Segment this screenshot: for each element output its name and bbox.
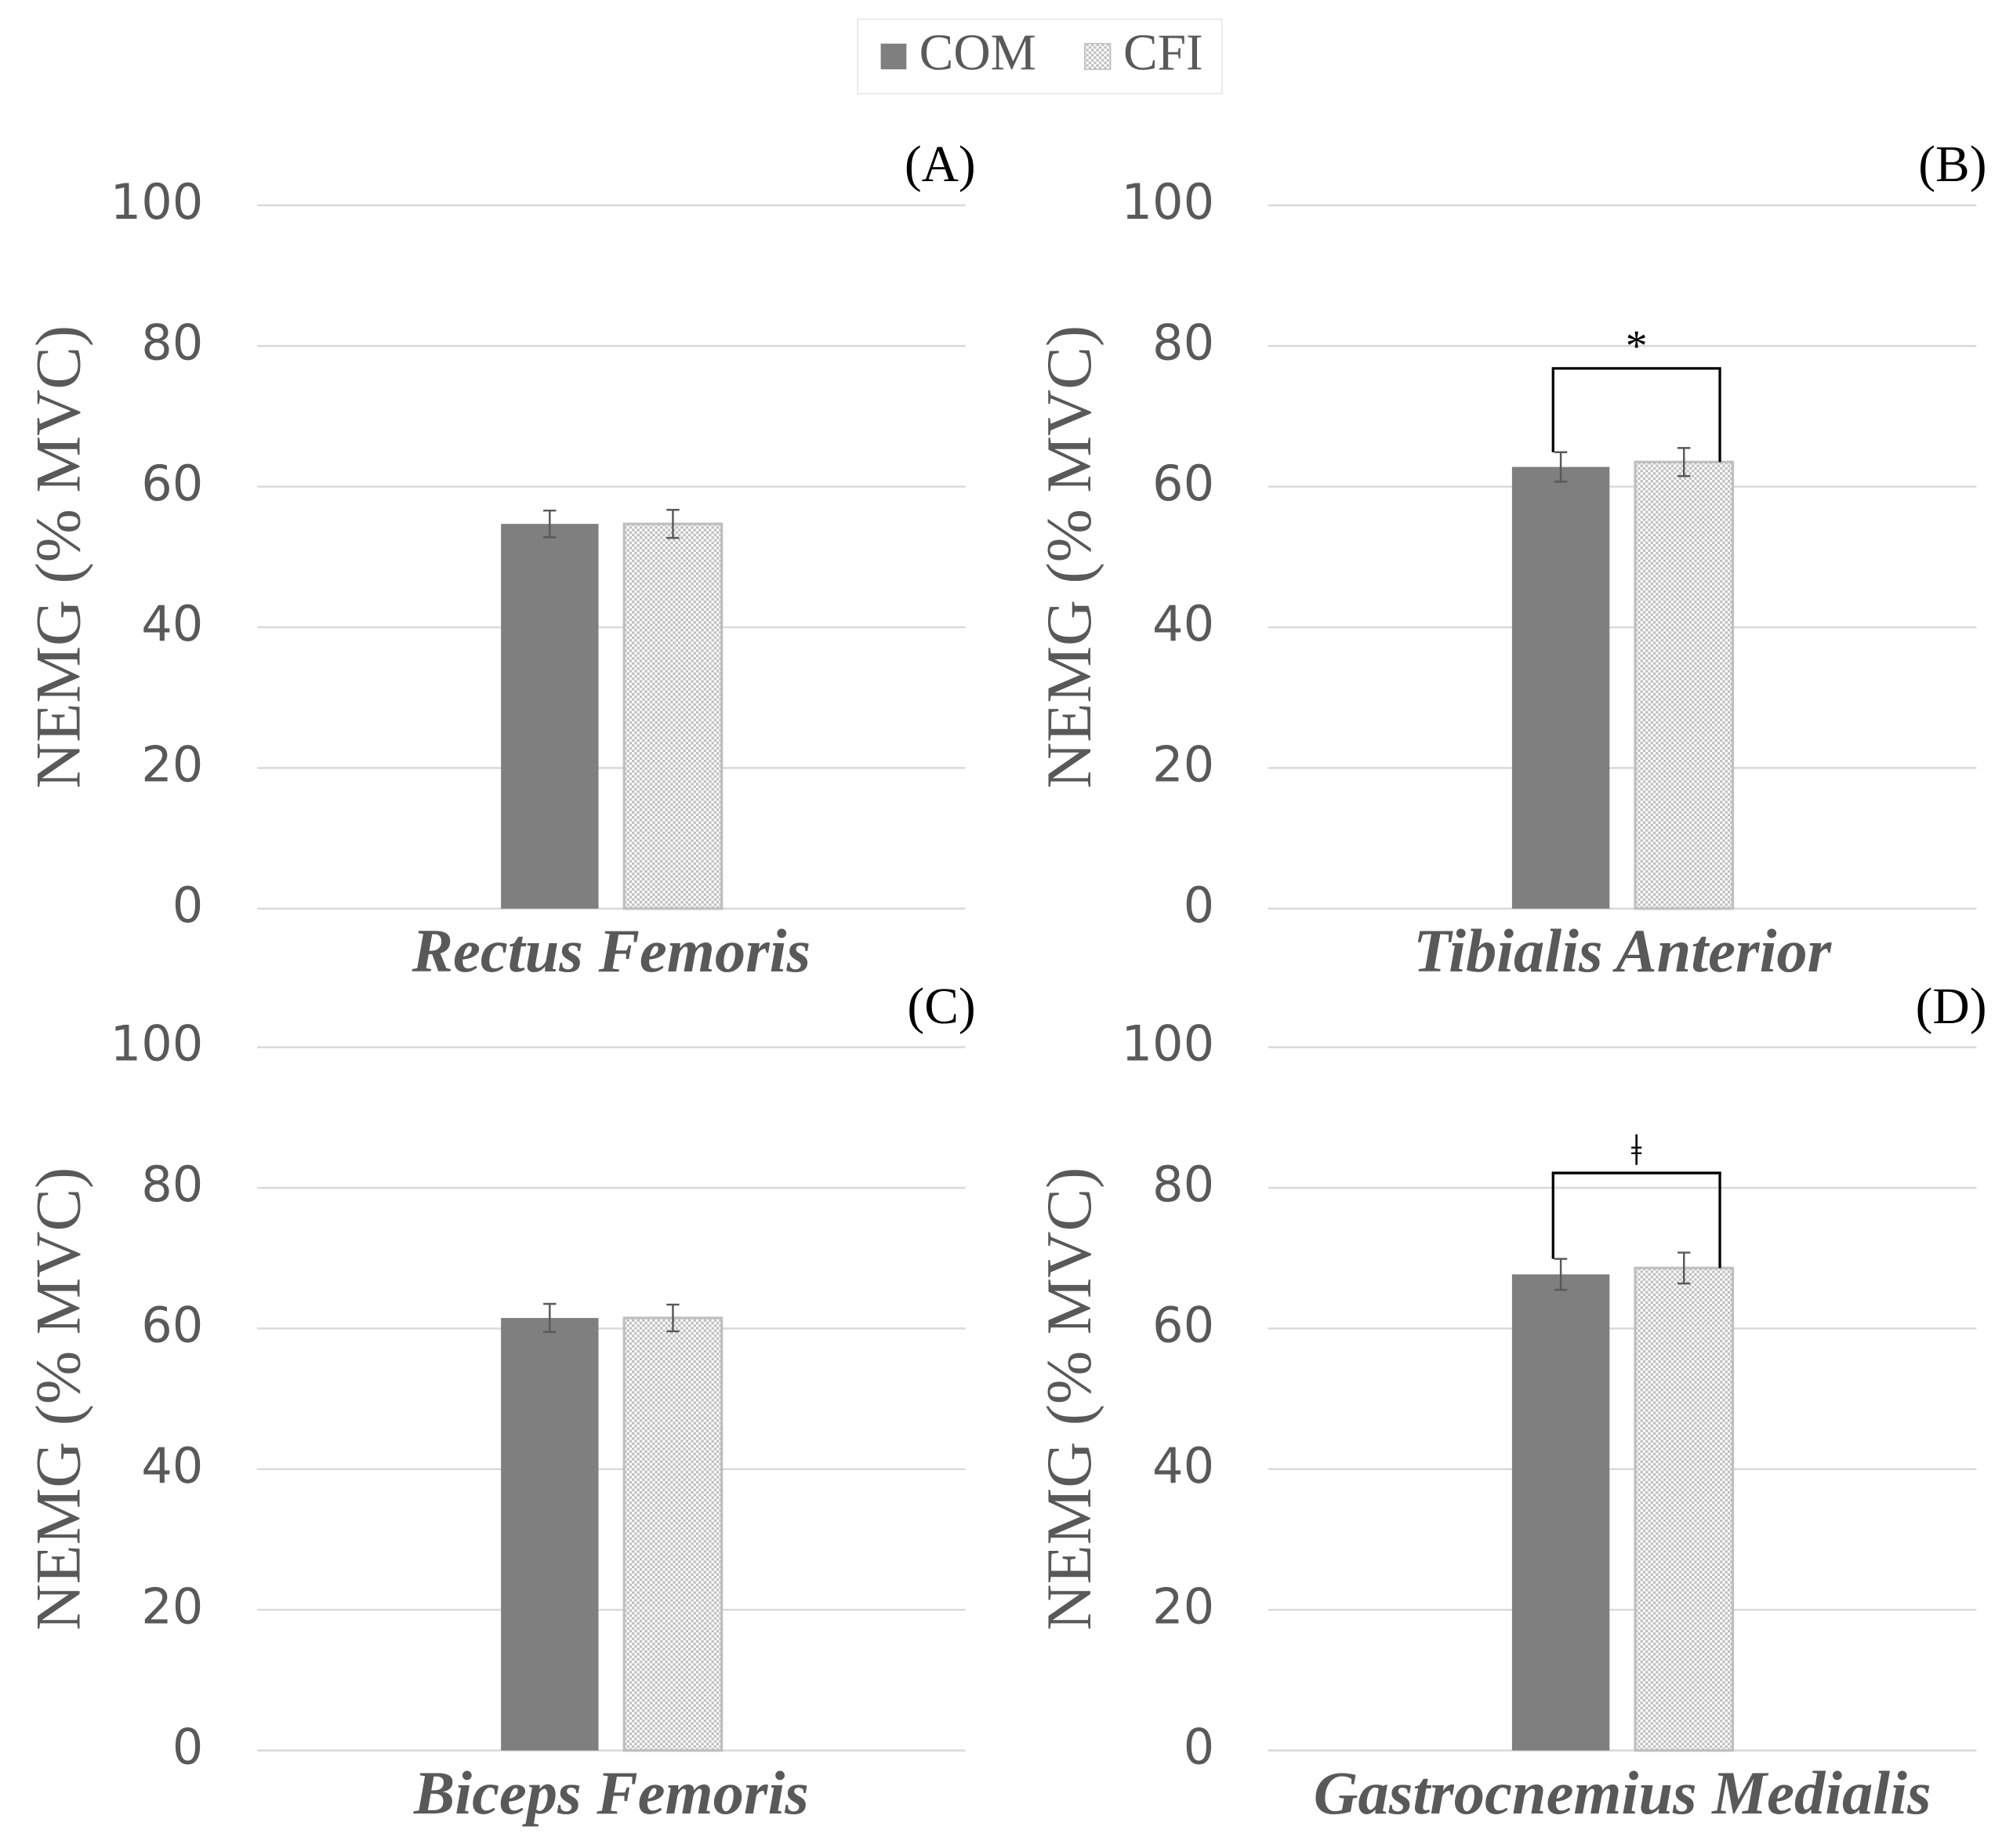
y-tick-label: 20 — [141, 1578, 203, 1635]
error-bar — [543, 1302, 557, 1334]
bar — [1511, 1274, 1610, 1751]
bar — [622, 522, 724, 910]
y-tick-label: 40 — [141, 595, 203, 652]
y-axis-label: NEMG (% MVC) — [22, 325, 93, 789]
panel-label: (A) — [905, 136, 976, 193]
significance-mark: ǂ — [1631, 1127, 1642, 1175]
error-bar — [543, 509, 557, 539]
bar — [1634, 460, 1735, 910]
significance-mark: * — [1626, 322, 1648, 371]
legend-box — [857, 18, 1223, 95]
y-tick-label: 100 — [111, 173, 204, 231]
bar — [1634, 1266, 1735, 1752]
y-axis-label: NEMG (% MVC) — [1033, 1167, 1104, 1631]
significance-bracket — [1551, 367, 1721, 463]
y-tick-label: 60 — [1152, 1296, 1214, 1353]
y-axis-label: NEMG (% MVC) — [22, 1167, 93, 1631]
y-tick-label: 0 — [1184, 877, 1215, 934]
x-category-label: Tibialis Anterior — [1413, 917, 1833, 985]
y-tick-label: 60 — [141, 1296, 203, 1353]
panel-label: (C) — [907, 978, 975, 1035]
bar — [1511, 467, 1610, 909]
panel-label: (D) — [1916, 978, 1987, 1035]
y-tick-label: 60 — [141, 455, 203, 512]
panel-label: (B) — [1918, 136, 1986, 193]
y-tick-label: 0 — [1184, 1719, 1215, 1776]
y-tick-label: 60 — [1152, 455, 1214, 512]
y-tick-label: 40 — [1152, 595, 1214, 652]
legend-label: CFI — [1123, 25, 1203, 82]
y-tick-label: 40 — [1152, 1437, 1214, 1494]
y-tick-label: 80 — [1152, 1156, 1214, 1213]
x-category-label: Gastrocnemius Medialis — [1314, 1759, 1931, 1827]
y-tick-label: 0 — [172, 1719, 204, 1776]
y-tick-label: 80 — [141, 314, 203, 371]
legend-swatch — [880, 43, 907, 70]
bar — [501, 1317, 599, 1751]
y-tick-label: 20 — [1152, 1578, 1214, 1635]
legend-label: COM — [919, 25, 1036, 82]
error-bar — [1678, 447, 1691, 477]
y-tick-label: 100 — [1121, 1015, 1214, 1073]
y-tick-label: 20 — [141, 736, 203, 793]
y-tick-label: 20 — [1152, 736, 1214, 793]
error-bar — [1554, 1258, 1568, 1291]
y-tick-label: 100 — [1121, 173, 1214, 231]
y-tick-label: 0 — [172, 877, 204, 934]
error-bar — [1554, 451, 1568, 483]
y-tick-label: 100 — [111, 1015, 204, 1073]
x-category-label: Biceps Femoris — [413, 1759, 809, 1827]
y-tick-label: 80 — [141, 1156, 203, 1213]
error-bar — [666, 509, 680, 539]
bar — [501, 524, 599, 909]
error-bar — [666, 1303, 680, 1333]
legend-swatch — [1084, 42, 1112, 71]
bar — [622, 1316, 724, 1752]
y-axis-label: NEMG (% MVC) — [1033, 325, 1104, 789]
y-tick-label: 40 — [141, 1437, 203, 1494]
y-tick-label: 80 — [1152, 314, 1214, 371]
significance-bracket — [1551, 1171, 1721, 1269]
x-category-label: Rectus Femoris — [412, 917, 811, 985]
error-bar — [1678, 1251, 1691, 1285]
